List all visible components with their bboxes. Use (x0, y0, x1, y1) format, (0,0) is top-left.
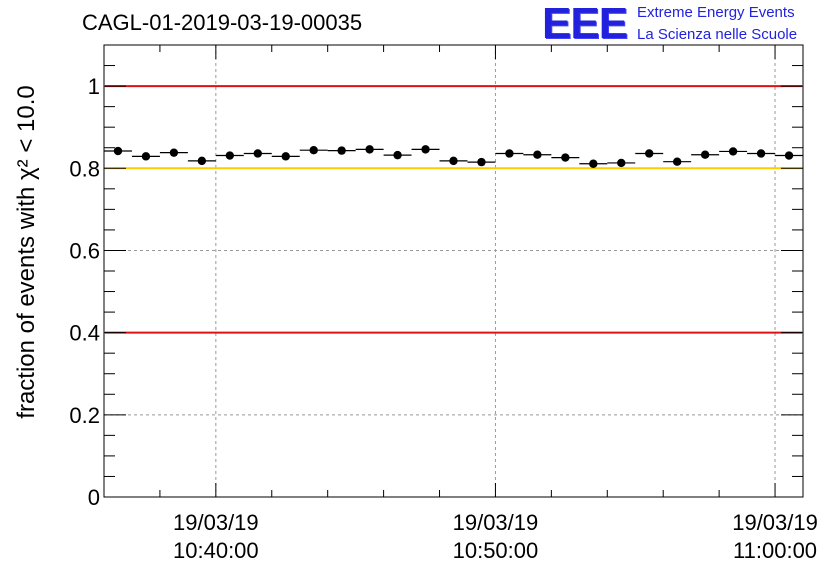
x-tick-label-time: 10:40:00 (173, 538, 259, 563)
data-point (365, 145, 374, 154)
y-tick-label: 0.4 (69, 321, 100, 346)
data-point (169, 148, 179, 157)
tick-labels: 0 0.2 0.4 0.6 0.8 1 19/03/19 10:40:00 19/03/19 10… (69, 74, 817, 563)
y-axis-label: fraction of events with χ² < 10.0 (13, 85, 40, 418)
data-point (225, 151, 235, 160)
y-tick-label: 0.2 (69, 403, 100, 428)
data-point (253, 149, 262, 158)
grid-lines (104, 45, 803, 497)
data-point (672, 157, 682, 166)
data-point (477, 157, 486, 167)
data-point (728, 147, 738, 156)
data-point (281, 152, 290, 161)
y-tick-label: 0 (88, 485, 100, 510)
plot-frame (103, 44, 804, 498)
axis-ticks (103, 45, 803, 498)
data-point (337, 146, 346, 155)
data-point (617, 158, 626, 168)
data-point (393, 150, 402, 160)
data-point (533, 150, 542, 159)
data-point (421, 145, 430, 154)
eee-logo-line-1: Extreme Energy Events (637, 4, 795, 21)
data-point (309, 145, 318, 155)
data-point (700, 150, 710, 159)
x-tick-label-date: 19/03/19 (173, 510, 259, 535)
data-point (561, 153, 570, 162)
y-tick-label: 1 (88, 74, 100, 99)
y-tick-label: 0.6 (69, 238, 100, 263)
data-point (589, 159, 598, 168)
eee-logo-letters: EEE (542, 0, 628, 48)
reference-lines (105, 85, 802, 334)
data-point (756, 149, 766, 158)
data-point (784, 151, 794, 160)
data-point (645, 149, 654, 158)
eee-logo: EEE Extreme Energy Events La Scienza nel… (542, 0, 832, 48)
data-point (113, 146, 123, 156)
eee-logo-line-2: La Scienza nelle Scuole (637, 26, 798, 43)
data-points (104, 145, 803, 168)
data-point (197, 156, 207, 166)
x-tick-label-date: 19/03/19 (732, 510, 818, 535)
y-tick-label: 0.8 (69, 156, 100, 181)
x-tick-label-date: 19/03/19 (453, 510, 539, 535)
run-title: CAGL-01-2019-03-19-00035 (82, 10, 363, 35)
data-point (505, 149, 514, 158)
x-tick-label-time: 10:50:00 (453, 538, 539, 563)
data-point (141, 152, 151, 161)
x-tick-label-time: 11:00:00 (733, 538, 817, 563)
data-point (449, 156, 458, 166)
